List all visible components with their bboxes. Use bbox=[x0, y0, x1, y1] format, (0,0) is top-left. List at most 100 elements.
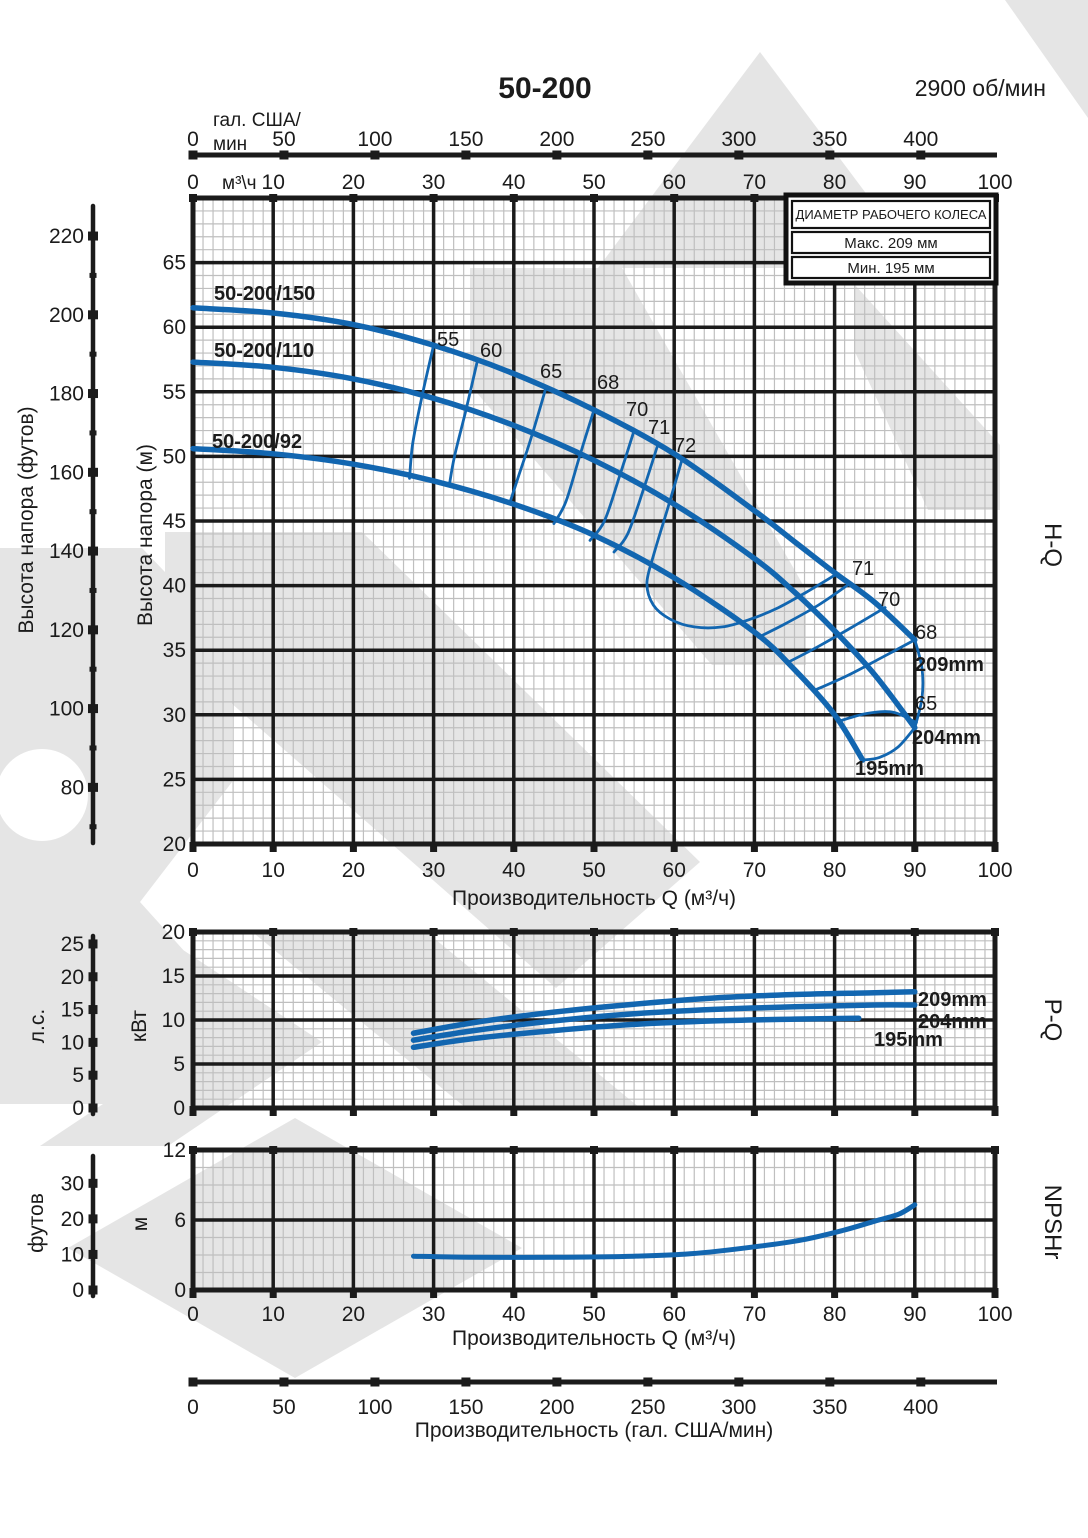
gal-tick-label: 250 bbox=[630, 128, 665, 151]
x-tick-mark bbox=[590, 1288, 598, 1298]
head-m-tick-label: 55 bbox=[163, 381, 186, 404]
watermark-shape bbox=[68, 1118, 522, 1378]
head-ft-minor-tick bbox=[89, 430, 97, 436]
efficiency-contour-55-0 bbox=[408, 343, 435, 480]
gal-tick bbox=[370, 1377, 380, 1387]
npsh-ft-tick-label: 30 bbox=[61, 1172, 84, 1195]
head-m-tick-label: 20 bbox=[163, 833, 186, 856]
gal-tick-label: 100 bbox=[357, 128, 392, 151]
impeller-diameter-legend: ДИАМЕТР РАБОЧЕГО КОЛЕСА Макс. 209 мм Мин… bbox=[783, 192, 999, 286]
x-tick-mark bbox=[510, 1288, 518, 1298]
efficiency-label: 68 bbox=[915, 622, 937, 644]
gal-tick bbox=[734, 1377, 744, 1387]
q-npsh-tick-label: 60 bbox=[663, 1303, 686, 1326]
gal-tick bbox=[370, 150, 380, 160]
curve-label: 50-200/110 bbox=[214, 340, 314, 362]
q-npsh-tick-label: 40 bbox=[502, 1303, 525, 1326]
efficiency-shell-boundary-0 bbox=[913, 638, 925, 730]
head-ft-minor-tick bbox=[89, 824, 97, 830]
m3h-tick-label: 60 bbox=[663, 171, 686, 194]
q-main-tick-label: 30 bbox=[422, 859, 445, 882]
m3h-tick-label: 100 bbox=[977, 171, 1012, 194]
q-npsh-tick-label: 70 bbox=[743, 1303, 766, 1326]
impeller-label: 209mm bbox=[915, 654, 984, 676]
npsh-curve bbox=[411, 1202, 918, 1260]
q-axis-title-npsh: Производительность Q (м³/ч) bbox=[452, 1327, 736, 1350]
legend-min-box bbox=[790, 255, 992, 280]
gal-axis-top: 0 50 100 150 200 250 300 350 400 bbox=[187, 128, 997, 160]
efficiency-label: 68 bbox=[597, 372, 619, 394]
power-hp-tick bbox=[88, 1103, 98, 1113]
x-tick-mark bbox=[430, 1106, 438, 1116]
section-label-npsh: NPSHr bbox=[1039, 1185, 1066, 1260]
gal-tick bbox=[279, 1377, 289, 1387]
x-tick-mark bbox=[991, 842, 999, 852]
q-main-tick-label: 40 bbox=[502, 859, 525, 882]
x-tick-mark bbox=[991, 1106, 999, 1116]
gal-tick-label: 200 bbox=[539, 128, 574, 151]
x-tick-mark bbox=[590, 928, 598, 936]
gal-tick bbox=[279, 150, 289, 160]
section-label-pq: P-Q bbox=[1039, 999, 1066, 1042]
x-tick-mark bbox=[911, 1288, 919, 1298]
gal-tick-label: 300 bbox=[721, 1396, 756, 1419]
gal-tick-label: 400 bbox=[903, 1396, 938, 1419]
m3h-tick-label: 70 bbox=[743, 171, 766, 194]
efficiency-label: 65 bbox=[540, 361, 562, 383]
head-ft-tick-label: 160 bbox=[49, 461, 84, 484]
power-hp-tick bbox=[88, 972, 98, 982]
gal-tick-label: 200 bbox=[539, 1396, 574, 1419]
x-tick-mark bbox=[750, 928, 759, 936]
curve-label: 50-200/150 bbox=[214, 283, 315, 305]
head-ft-tick-label: 180 bbox=[49, 383, 84, 406]
gal-tick-label: 150 bbox=[448, 1396, 483, 1419]
head-ft-tick bbox=[88, 625, 98, 635]
npsh-m-tick-label: 6 bbox=[174, 1209, 186, 1232]
x-tick-mark bbox=[590, 842, 598, 852]
head-ft-minor-tick bbox=[89, 272, 97, 278]
gal-tick-label: 250 bbox=[630, 1396, 665, 1419]
x-tick-mark bbox=[510, 1106, 518, 1116]
hq-curve-0 bbox=[190, 305, 918, 643]
npsh-m-tick-label: 12 bbox=[163, 1139, 186, 1162]
pq-curve-209mm bbox=[410, 989, 918, 1036]
gal-tick-label: 400 bbox=[903, 128, 938, 151]
x-tick-mark bbox=[510, 842, 518, 852]
head-ft-tick bbox=[88, 310, 98, 320]
npsh-ft-axis-title: футов bbox=[25, 1193, 48, 1253]
head-ft-tick bbox=[88, 467, 98, 477]
head-ft-tick bbox=[88, 782, 98, 792]
power-hp-tick-label: 10 bbox=[61, 1031, 84, 1054]
q-npsh-tick-label: 80 bbox=[823, 1303, 846, 1326]
efficiency-label: 65 bbox=[915, 693, 937, 715]
x-tick-mark bbox=[590, 1106, 598, 1116]
x-tick-mark bbox=[349, 1146, 358, 1154]
x-tick-mark bbox=[831, 842, 839, 852]
head-ft-tick bbox=[88, 704, 98, 714]
gal-tick bbox=[825, 1377, 835, 1387]
x-tick-mark bbox=[670, 194, 679, 202]
watermark-shape bbox=[855, 285, 1000, 510]
x-tick-mark bbox=[349, 194, 358, 202]
m3h-tick-label: 10 bbox=[262, 171, 285, 194]
power-kw-tick-label: 5 bbox=[173, 1053, 185, 1076]
x-tick-mark bbox=[910, 1146, 919, 1154]
x-tick-mark bbox=[429, 928, 438, 936]
q-main-tick-label: 70 bbox=[743, 859, 766, 882]
legend-min-diameter: Мин. 195 мм bbox=[847, 260, 934, 277]
x-tick-mark bbox=[991, 928, 999, 936]
head-m-tick-label: 25 bbox=[163, 768, 186, 791]
head-ft-tick bbox=[88, 231, 98, 241]
head-ft-tick bbox=[88, 546, 98, 556]
x-tick-mark bbox=[429, 194, 438, 202]
npsh-m-axis-title: м bbox=[129, 1217, 152, 1231]
q-main-tick-label: 10 bbox=[262, 859, 285, 882]
m3h-tick-label: 40 bbox=[502, 171, 525, 194]
hq-curve-2 bbox=[190, 445, 866, 763]
gal-tick-label: 0 bbox=[187, 128, 199, 151]
pump-speed-label: 2900 об/мин bbox=[915, 75, 1046, 101]
efficiency-contour-65-2 bbox=[508, 386, 548, 505]
npsh-m-tick-label: 0 bbox=[174, 1279, 186, 1302]
power-hp-tick-label: 25 bbox=[61, 933, 84, 956]
